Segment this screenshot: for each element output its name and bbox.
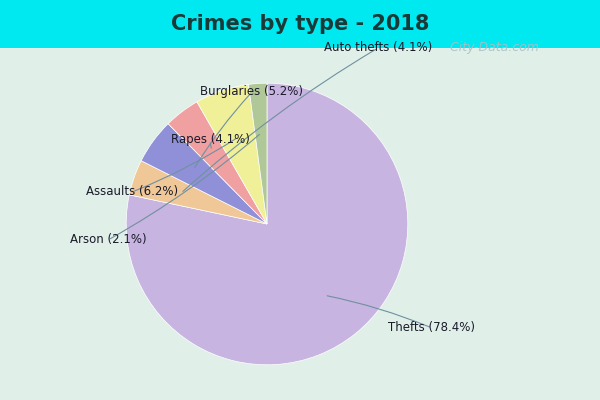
Wedge shape: [126, 83, 408, 365]
Text: Burglaries (5.2%): Burglaries (5.2%): [200, 86, 304, 98]
Text: Crimes by type - 2018: Crimes by type - 2018: [171, 14, 429, 34]
Text: Rapes (4.1%): Rapes (4.1%): [170, 134, 250, 146]
Text: Arson (2.1%): Arson (2.1%): [70, 234, 146, 246]
Wedge shape: [168, 102, 267, 224]
Text: City-Data.com: City-Data.com: [446, 42, 538, 54]
Wedge shape: [248, 83, 267, 224]
Text: Assaults (6.2%): Assaults (6.2%): [86, 186, 178, 198]
Text: Thefts (78.4%): Thefts (78.4%): [389, 322, 476, 334]
Wedge shape: [197, 84, 267, 224]
Wedge shape: [129, 161, 267, 224]
Text: Auto thefts (4.1%): Auto thefts (4.1%): [324, 42, 432, 54]
Wedge shape: [141, 124, 267, 224]
